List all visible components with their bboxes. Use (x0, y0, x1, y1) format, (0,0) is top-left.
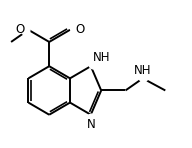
Text: O: O (16, 23, 25, 36)
Text: N: N (86, 118, 95, 131)
Text: O: O (75, 23, 84, 36)
Text: NH: NH (134, 64, 151, 77)
Text: NH: NH (93, 52, 110, 65)
